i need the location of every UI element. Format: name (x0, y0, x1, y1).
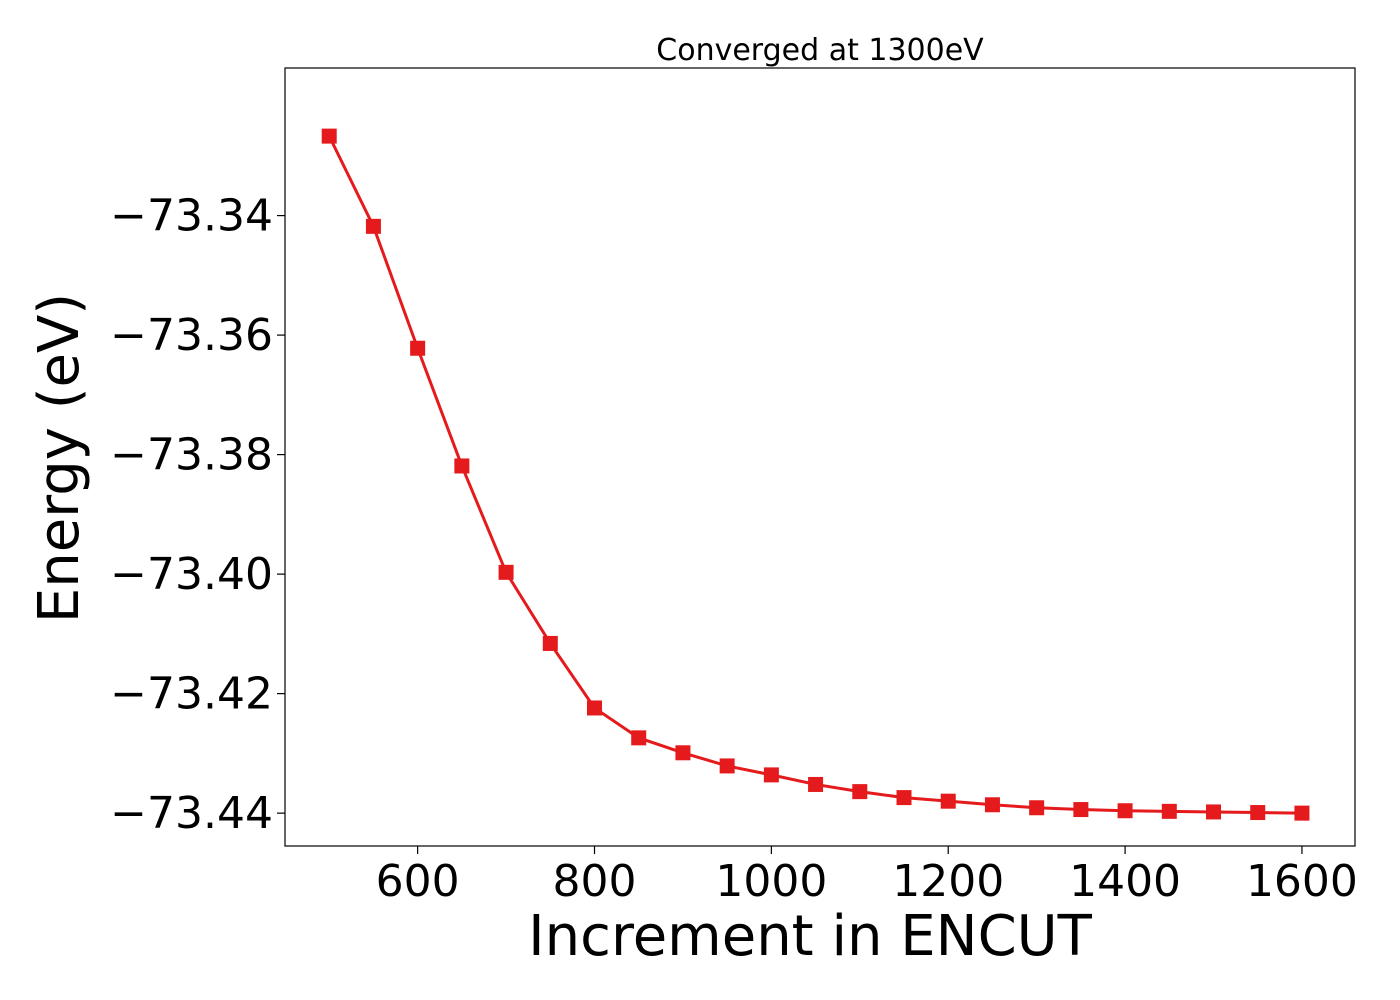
data-point (719, 758, 735, 774)
y-tick-label: −73.40 (110, 549, 273, 600)
data-point (631, 730, 647, 746)
data-point (852, 784, 868, 800)
y-tick-label: −73.44 (110, 788, 273, 839)
x-tick-label: 1200 (892, 856, 1004, 907)
series-line (327, 135, 1302, 815)
data-point (1029, 800, 1045, 816)
data-point (365, 218, 381, 234)
data-point (1250, 805, 1266, 821)
data-point (587, 700, 603, 716)
x-axis-label: Increment in ENCUT (528, 904, 1093, 969)
x-tick-label: 1600 (1246, 856, 1358, 907)
y-axis: −73.34 −73.36 −73.38 −73.40 −73.42 −73.44 (110, 191, 285, 839)
x-axis: 600 800 1000 1200 1400 1600 (376, 846, 1358, 907)
data-point (1073, 802, 1089, 818)
x-tick-label: 1400 (1069, 856, 1181, 907)
y-tick-label: −73.36 (110, 310, 273, 361)
data-point (1117, 803, 1133, 819)
x-tick-label: 600 (376, 856, 460, 907)
data-point (808, 776, 824, 792)
data-point (498, 564, 514, 580)
data-point (542, 635, 558, 651)
y-tick-label: −73.42 (110, 669, 273, 720)
x-tick-label: 800 (553, 856, 637, 907)
data-point (1206, 804, 1222, 820)
data-point (675, 745, 691, 761)
data-point (1294, 805, 1310, 821)
y-axis-label: Energy (eV) (27, 293, 92, 623)
data-point (940, 793, 956, 809)
chart-title: Converged at 1300eV (656, 33, 984, 68)
data-point (896, 790, 912, 806)
data-point (321, 128, 337, 144)
data-point (454, 458, 470, 474)
plot-frame (284, 67, 1356, 847)
y-tick-label: −73.34 (110, 191, 273, 242)
data-point (763, 767, 779, 783)
x-tick-label: 1000 (715, 856, 827, 907)
y-tick-label: −73.38 (110, 430, 273, 481)
data-point (984, 797, 1000, 813)
data-point (410, 340, 426, 356)
data-point (1161, 803, 1177, 819)
series-group (321, 128, 1310, 821)
